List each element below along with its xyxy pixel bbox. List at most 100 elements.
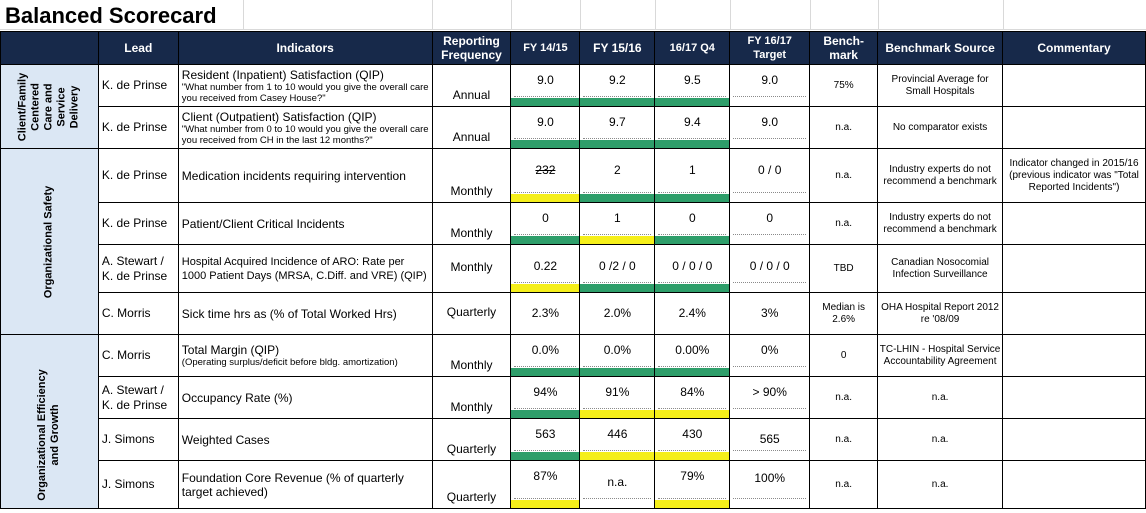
lead-cell: K. de Prinse (97, 148, 179, 203)
status-bar (655, 194, 729, 202)
value-fy1415: 87% (510, 460, 581, 509)
status-bar (655, 236, 729, 244)
status-bar (511, 410, 579, 418)
frequency-cell: Annual (431, 106, 512, 149)
value-target: 0 / 0 (729, 148, 811, 203)
status-bar (655, 284, 729, 292)
indicator-cell: Hospital Acquired Incidence of ARO: Rate… (177, 244, 433, 293)
category-client-family: Client/Family Centered Care and Service Deli… (0, 64, 99, 149)
value-fy1516: n.a. (579, 460, 656, 509)
sheet-gridline (243, 0, 244, 30)
status-bar (511, 194, 579, 202)
frequency-cell: Monthly (431, 334, 512, 377)
value-target: > 90% (729, 376, 811, 419)
benchmark-cell: n.a. (809, 202, 879, 245)
lead-cell: A. Stewart / K. de Prinse (97, 244, 179, 293)
sheet-gridline (511, 0, 512, 30)
benchmark-source-cell: n.a. (877, 418, 1004, 461)
frequency-cell: Monthly (431, 376, 512, 419)
value-q4: 430 (654, 418, 731, 461)
sheet-gridline (655, 0, 656, 30)
status-bar (511, 284, 579, 292)
category-organizational-efficiency: Organizational Efficiency and Growth (0, 334, 99, 509)
indicator-cell: Foundation Core Revenue (% of quarterly … (177, 460, 433, 509)
commentary-cell (1002, 292, 1146, 335)
status-bar (580, 236, 654, 244)
status-bar (655, 500, 729, 508)
frequency-cell: Quarterly (431, 292, 512, 335)
indicator-cell: Total Margin (QIP) (Operating surplus/def… (177, 334, 433, 377)
status-bar (580, 410, 654, 418)
benchmark-source-cell: No comparator exists (877, 106, 1004, 149)
status-bar (511, 98, 579, 106)
indicator-cell: Medication incidents requiring intervent… (177, 148, 433, 203)
benchmark-cell: n.a. (809, 460, 879, 509)
sheet-gridline (878, 0, 879, 30)
benchmark-source-cell: n.a. (877, 460, 1004, 509)
benchmark-cell: n.a. (809, 376, 879, 419)
commentary-cell (1002, 334, 1146, 377)
sheet-gridline (0, 29, 1146, 30)
header-commentary: Commentary (1002, 31, 1146, 65)
lead-cell: K. de Prinse (97, 106, 179, 149)
table-row: A. Stewart / K. de Prinse Occupancy Rate … (1, 376, 1146, 419)
frequency-cell: Monthly (431, 202, 512, 245)
status-bar (580, 368, 654, 376)
lead-cell: J. Simons (97, 460, 179, 509)
value-q4: 2.4% (654, 292, 731, 335)
value-fy1516: 446 (579, 418, 656, 461)
status-bar (511, 236, 579, 244)
sheet-gridline (580, 0, 581, 30)
value-fy1516: 9.7 (579, 106, 656, 149)
value-fy1415: 9.0 (510, 106, 581, 149)
lead-cell: K. de Prinse (97, 202, 179, 245)
status-bar (655, 98, 729, 106)
header-freq-line2: Frequency (441, 48, 502, 62)
value-q4: 0 (654, 202, 731, 245)
benchmark-cell: 0 (809, 334, 879, 377)
benchmark-source-cell: OHA Hospital Report 2012 re '08/09 (877, 292, 1004, 335)
value-fy1516: 2.0% (579, 292, 656, 335)
status-bar (655, 368, 729, 376)
frequency-cell: Quarterly (431, 418, 512, 461)
status-bar (511, 452, 579, 460)
header-bench-line2: mark (829, 48, 858, 62)
header-lead: Lead (97, 31, 179, 65)
benchmark-source-cell: TC-LHIN - Hospital Service Accountabilit… (877, 334, 1004, 377)
header-target-line2: Target (753, 49, 787, 61)
table-row: Organizational Efficiency and Growth C. M… (0, 334, 1146, 509)
lead-cell: C. Morris (97, 292, 179, 335)
category-label: Organizational Safety (42, 185, 55, 298)
table-row: K. de Prinse Client (Outpatient) Satisfa… (1, 106, 1146, 149)
status-bar (580, 194, 654, 202)
value-fy1415: 94% (510, 376, 581, 419)
header-indicators: Indicators (177, 31, 433, 65)
benchmark-cell: Median is 2.6% (809, 292, 879, 335)
status-bar (580, 452, 654, 460)
benchmark-source-cell: Industry experts do not recommend a benc… (877, 202, 1004, 245)
benchmark-cell: n.a. (809, 418, 879, 461)
frequency-cell: Annual (431, 64, 512, 107)
sheet-gridline (810, 0, 811, 30)
value-fy1415: 0 (510, 202, 581, 245)
header-target: FY 16/17 Target (729, 31, 811, 65)
indicator-cell: Occupancy Rate (%) (177, 376, 433, 419)
status-bar (655, 140, 729, 148)
table-row: C. Morris Sick time hrs as (% of Total W… (1, 292, 1146, 335)
value-fy1415: 563 (510, 418, 581, 461)
sheet-gridline (730, 0, 731, 30)
status-bar (655, 452, 729, 460)
status-bar (511, 140, 579, 148)
value-fy1516: 91% (579, 376, 656, 419)
value-fy1415: 232 (510, 148, 581, 203)
value-fy1516: 0.0% (579, 334, 656, 377)
commentary-cell (1002, 106, 1146, 149)
indicator-cell: Weighted Cases (177, 418, 433, 461)
value-q4: 84% (654, 376, 731, 419)
benchmark-source-cell: n.a. (877, 376, 1004, 419)
header-blank (0, 31, 99, 65)
benchmark-source-cell: Industry experts do not recommend a benc… (877, 148, 1004, 203)
status-bar (580, 140, 654, 148)
category-label: Organizational Efficiency and Growth (36, 369, 62, 502)
value-target: 100% (729, 460, 811, 509)
